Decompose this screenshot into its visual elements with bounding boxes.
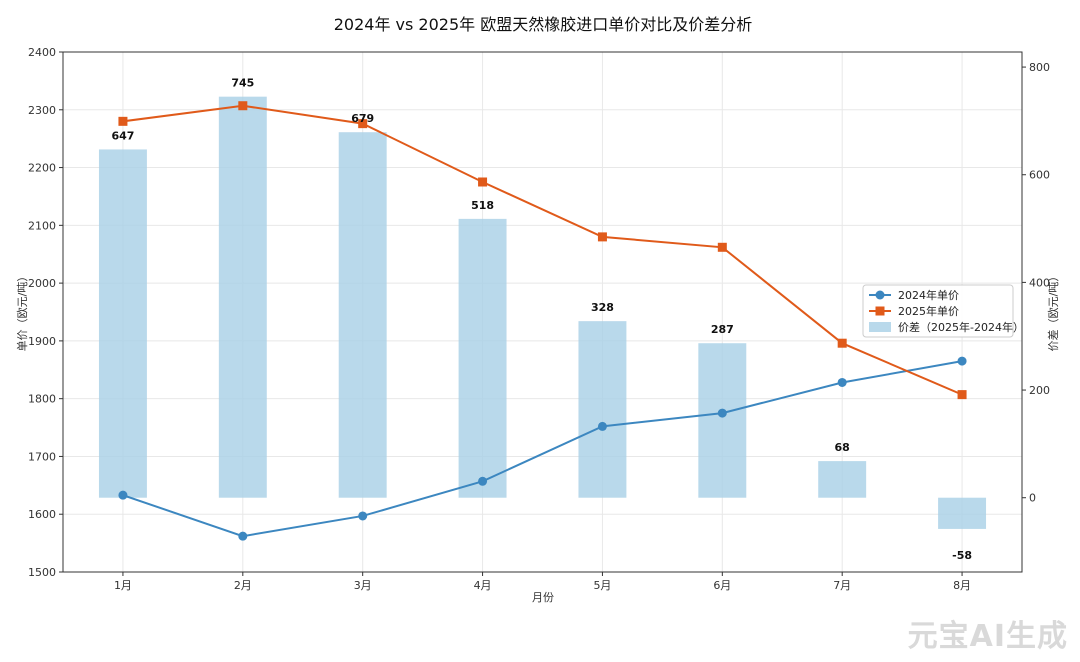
bar-value-label: 328 [591, 301, 614, 314]
point-2025 [837, 338, 847, 348]
point-2024 [597, 421, 607, 431]
tick-label-right: 400 [1029, 276, 1050, 289]
point-2024 [837, 377, 847, 387]
bar-value-label: 745 [231, 77, 254, 90]
point-2025 [358, 119, 368, 129]
point-2025 [717, 242, 727, 252]
tick-label-x: 8月 [953, 579, 971, 592]
diff-bar [458, 218, 507, 498]
tick-label-x: 4月 [474, 579, 492, 592]
tick-label-x: 7月 [833, 579, 851, 592]
y-axis-label-left: 单价（欧元/吨） [16, 271, 29, 352]
point-2024 [238, 531, 248, 541]
legend-marker [875, 290, 885, 300]
diff-bar [818, 461, 867, 498]
diff-bar [698, 343, 747, 498]
legend-marker [875, 306, 885, 316]
bar-value-label: 287 [711, 323, 734, 336]
price-lines [118, 101, 967, 541]
x-axis-label: 月份 [532, 591, 554, 604]
tick-label-right: 200 [1029, 384, 1050, 397]
bar-labels: 647 745 679 518 328 287 68 -58 [111, 77, 972, 562]
bar-value-label: 68 [835, 441, 850, 454]
diff-bars [98, 96, 987, 529]
point-2025 [597, 232, 607, 242]
diff-bar [218, 96, 267, 498]
point-2025 [238, 101, 248, 111]
diff-bar [578, 321, 627, 498]
axes: 1500160017001800190020002100220023002400… [28, 46, 1050, 592]
legend-entry: 2024年单价 [898, 288, 959, 302]
tick-label-left: 2200 [28, 162, 56, 175]
tick-label-left: 2000 [28, 277, 56, 290]
legend-entry: 2025年单价 [898, 304, 959, 318]
tick-label-left: 1500 [28, 566, 56, 579]
watermark: 元宝AI生成 [908, 619, 1068, 654]
tick-label-left: 1800 [28, 393, 56, 406]
tick-label-x: 5月 [593, 579, 611, 592]
tick-label-left: 1700 [28, 450, 56, 463]
tick-label-right: 0 [1029, 492, 1036, 505]
legend-entry: 价差（2025年-2024年） [898, 320, 1024, 334]
tick-label-left: 2100 [28, 219, 56, 232]
line-2024 [122, 360, 963, 538]
tick-label-left: 1600 [28, 508, 56, 521]
point-2025 [957, 390, 967, 400]
point-2025 [478, 177, 488, 187]
point-2024 [478, 476, 488, 486]
bar-value-label: 647 [111, 129, 134, 142]
diff-bar [938, 497, 987, 529]
chart-title: 2024年 vs 2025年 欧盟天然橡胶进口单价对比及价差分析 [334, 15, 753, 34]
plot-frame [62, 51, 1023, 573]
diff-bar [98, 149, 147, 498]
point-2025 [118, 116, 128, 126]
point-2024 [358, 511, 368, 521]
bar-value-label: 518 [471, 199, 494, 212]
bar-value-label: 679 [351, 112, 374, 125]
diff-bar [338, 132, 387, 498]
point-2024 [118, 490, 128, 500]
bar-value-label: -58 [952, 549, 972, 562]
y-axis-label-right: 价差（欧元/吨） [1046, 271, 1060, 352]
tick-label-x: 6月 [713, 579, 731, 592]
tick-label-left: 1900 [28, 335, 56, 348]
tick-label-left: 2300 [28, 104, 56, 117]
tick-label-left: 2400 [28, 46, 56, 59]
tick-label-x: 1月 [114, 579, 132, 592]
point-2024 [717, 408, 727, 418]
line-2025 [122, 104, 963, 396]
tick-label-x: 3月 [354, 579, 372, 592]
legend-bar-swatch [869, 322, 891, 332]
tick-label-right: 800 [1029, 61, 1050, 74]
tick-label-x: 2月 [234, 579, 252, 592]
point-2024 [957, 356, 967, 366]
tick-label-right: 600 [1029, 169, 1050, 182]
legend-box [862, 284, 1014, 338]
